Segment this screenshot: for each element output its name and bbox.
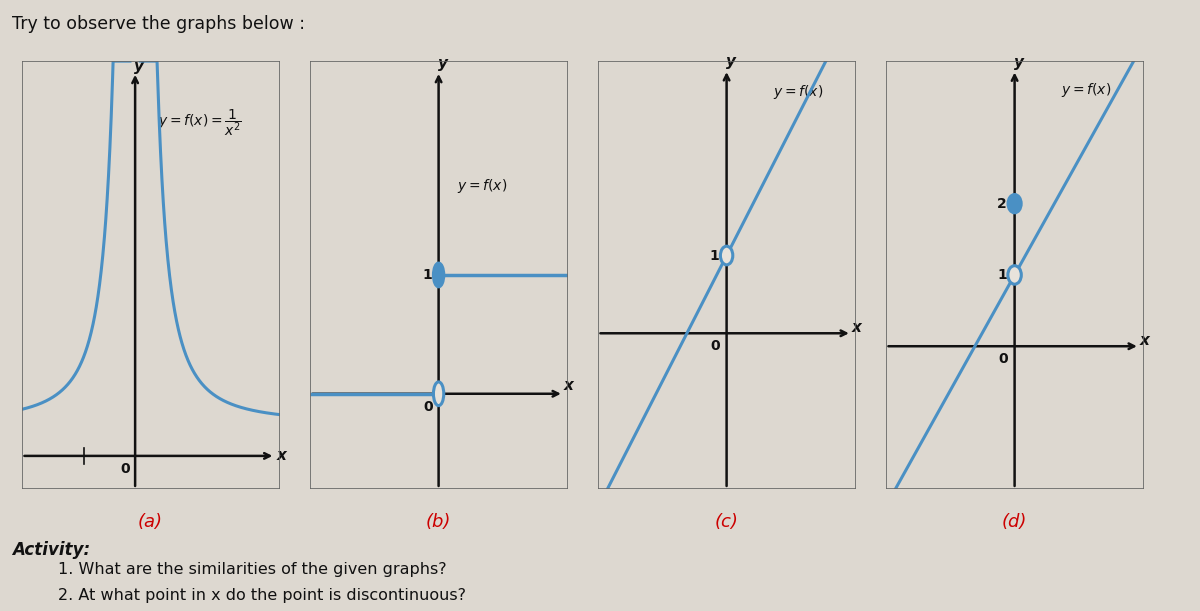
Text: 2: 2 bbox=[997, 197, 1007, 211]
Text: x: x bbox=[277, 448, 287, 463]
Text: 1. What are the similarities of the given graphs?: 1. What are the similarities of the give… bbox=[58, 562, 446, 577]
Text: 0: 0 bbox=[998, 352, 1008, 366]
Text: (d): (d) bbox=[1002, 513, 1027, 532]
Circle shape bbox=[433, 382, 444, 406]
Text: x: x bbox=[564, 378, 574, 393]
Text: Activity:: Activity: bbox=[12, 541, 90, 558]
Text: Try to observe the graphs below :: Try to observe the graphs below : bbox=[12, 15, 305, 33]
Circle shape bbox=[1008, 194, 1021, 213]
Circle shape bbox=[1008, 266, 1021, 284]
Text: y: y bbox=[438, 56, 448, 71]
Text: (a): (a) bbox=[138, 513, 163, 532]
Text: $y = f(x) = \dfrac{1}{x^2}$: $y = f(x) = \dfrac{1}{x^2}$ bbox=[158, 107, 242, 138]
Text: y: y bbox=[1014, 54, 1024, 70]
Text: 0: 0 bbox=[424, 400, 433, 414]
Text: $y = f(x)$: $y = f(x)$ bbox=[457, 177, 506, 195]
Bar bbox=[886, 61, 1144, 489]
Text: x: x bbox=[1140, 333, 1150, 348]
Bar bbox=[310, 61, 568, 489]
Text: y: y bbox=[134, 59, 144, 75]
Text: y: y bbox=[726, 54, 736, 69]
Text: $y = f(x)$: $y = f(x)$ bbox=[773, 83, 823, 101]
Text: x: x bbox=[852, 320, 862, 335]
Text: (c): (c) bbox=[715, 513, 738, 532]
Circle shape bbox=[433, 263, 444, 287]
Text: $y = f(x)$: $y = f(x)$ bbox=[1061, 81, 1111, 98]
Bar bbox=[22, 61, 280, 489]
Text: 1: 1 bbox=[997, 268, 1007, 282]
Text: 1: 1 bbox=[709, 249, 719, 263]
Circle shape bbox=[720, 246, 733, 265]
Text: 1: 1 bbox=[422, 268, 432, 282]
Text: (b): (b) bbox=[426, 513, 451, 532]
Text: 2. At what point in x do the point is discontinuous?: 2. At what point in x do the point is di… bbox=[58, 588, 466, 603]
Text: 0: 0 bbox=[710, 340, 720, 354]
Bar bbox=[598, 61, 856, 489]
Text: 0: 0 bbox=[120, 463, 130, 477]
